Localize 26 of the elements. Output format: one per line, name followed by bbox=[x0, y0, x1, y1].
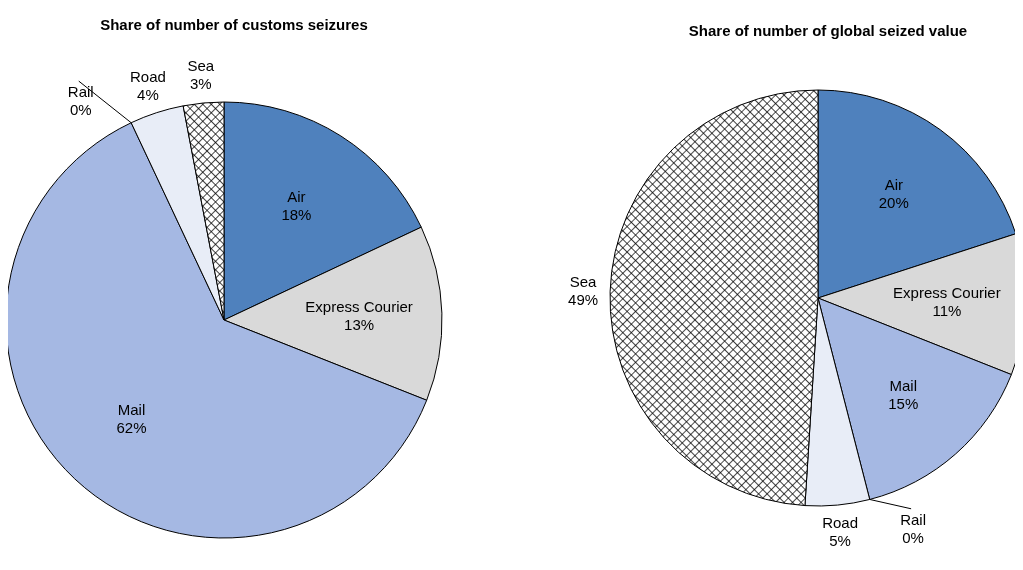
data-label: 11% bbox=[932, 302, 962, 320]
data-label: 4% bbox=[137, 85, 159, 103]
slice-label: Mail bbox=[889, 376, 918, 394]
slice-label: Sea bbox=[187, 56, 215, 74]
slice-label: Sea bbox=[569, 272, 598, 290]
data-label: 62% bbox=[116, 418, 147, 436]
chart-title: Share of number of customs seizures bbox=[100, 16, 368, 33]
slice-label: Mail bbox=[117, 400, 146, 418]
data-label: 49% bbox=[568, 290, 599, 308]
text: 0% bbox=[69, 101, 92, 119]
data-label: 15% bbox=[888, 394, 919, 412]
slice-label: Express Courier bbox=[305, 297, 413, 315]
text: 0% bbox=[902, 528, 924, 546]
legend-label: Rail bbox=[900, 510, 927, 528]
chart-title: Share of number of global seized value bbox=[688, 22, 968, 39]
slice-label: Road bbox=[822, 514, 859, 531]
data-label: 13% bbox=[344, 315, 375, 333]
data-label: 18% bbox=[281, 205, 312, 223]
data-label: 5% bbox=[829, 532, 851, 549]
data-label: 3% bbox=[189, 74, 212, 92]
slice-label: Road bbox=[129, 67, 166, 85]
slice-label: Air bbox=[287, 187, 306, 205]
category-label: Rail bbox=[67, 83, 94, 101]
data-label: 20% bbox=[878, 193, 909, 211]
slice-label: Express Courier bbox=[893, 284, 1001, 302]
slice-label: Air bbox=[884, 175, 903, 193]
